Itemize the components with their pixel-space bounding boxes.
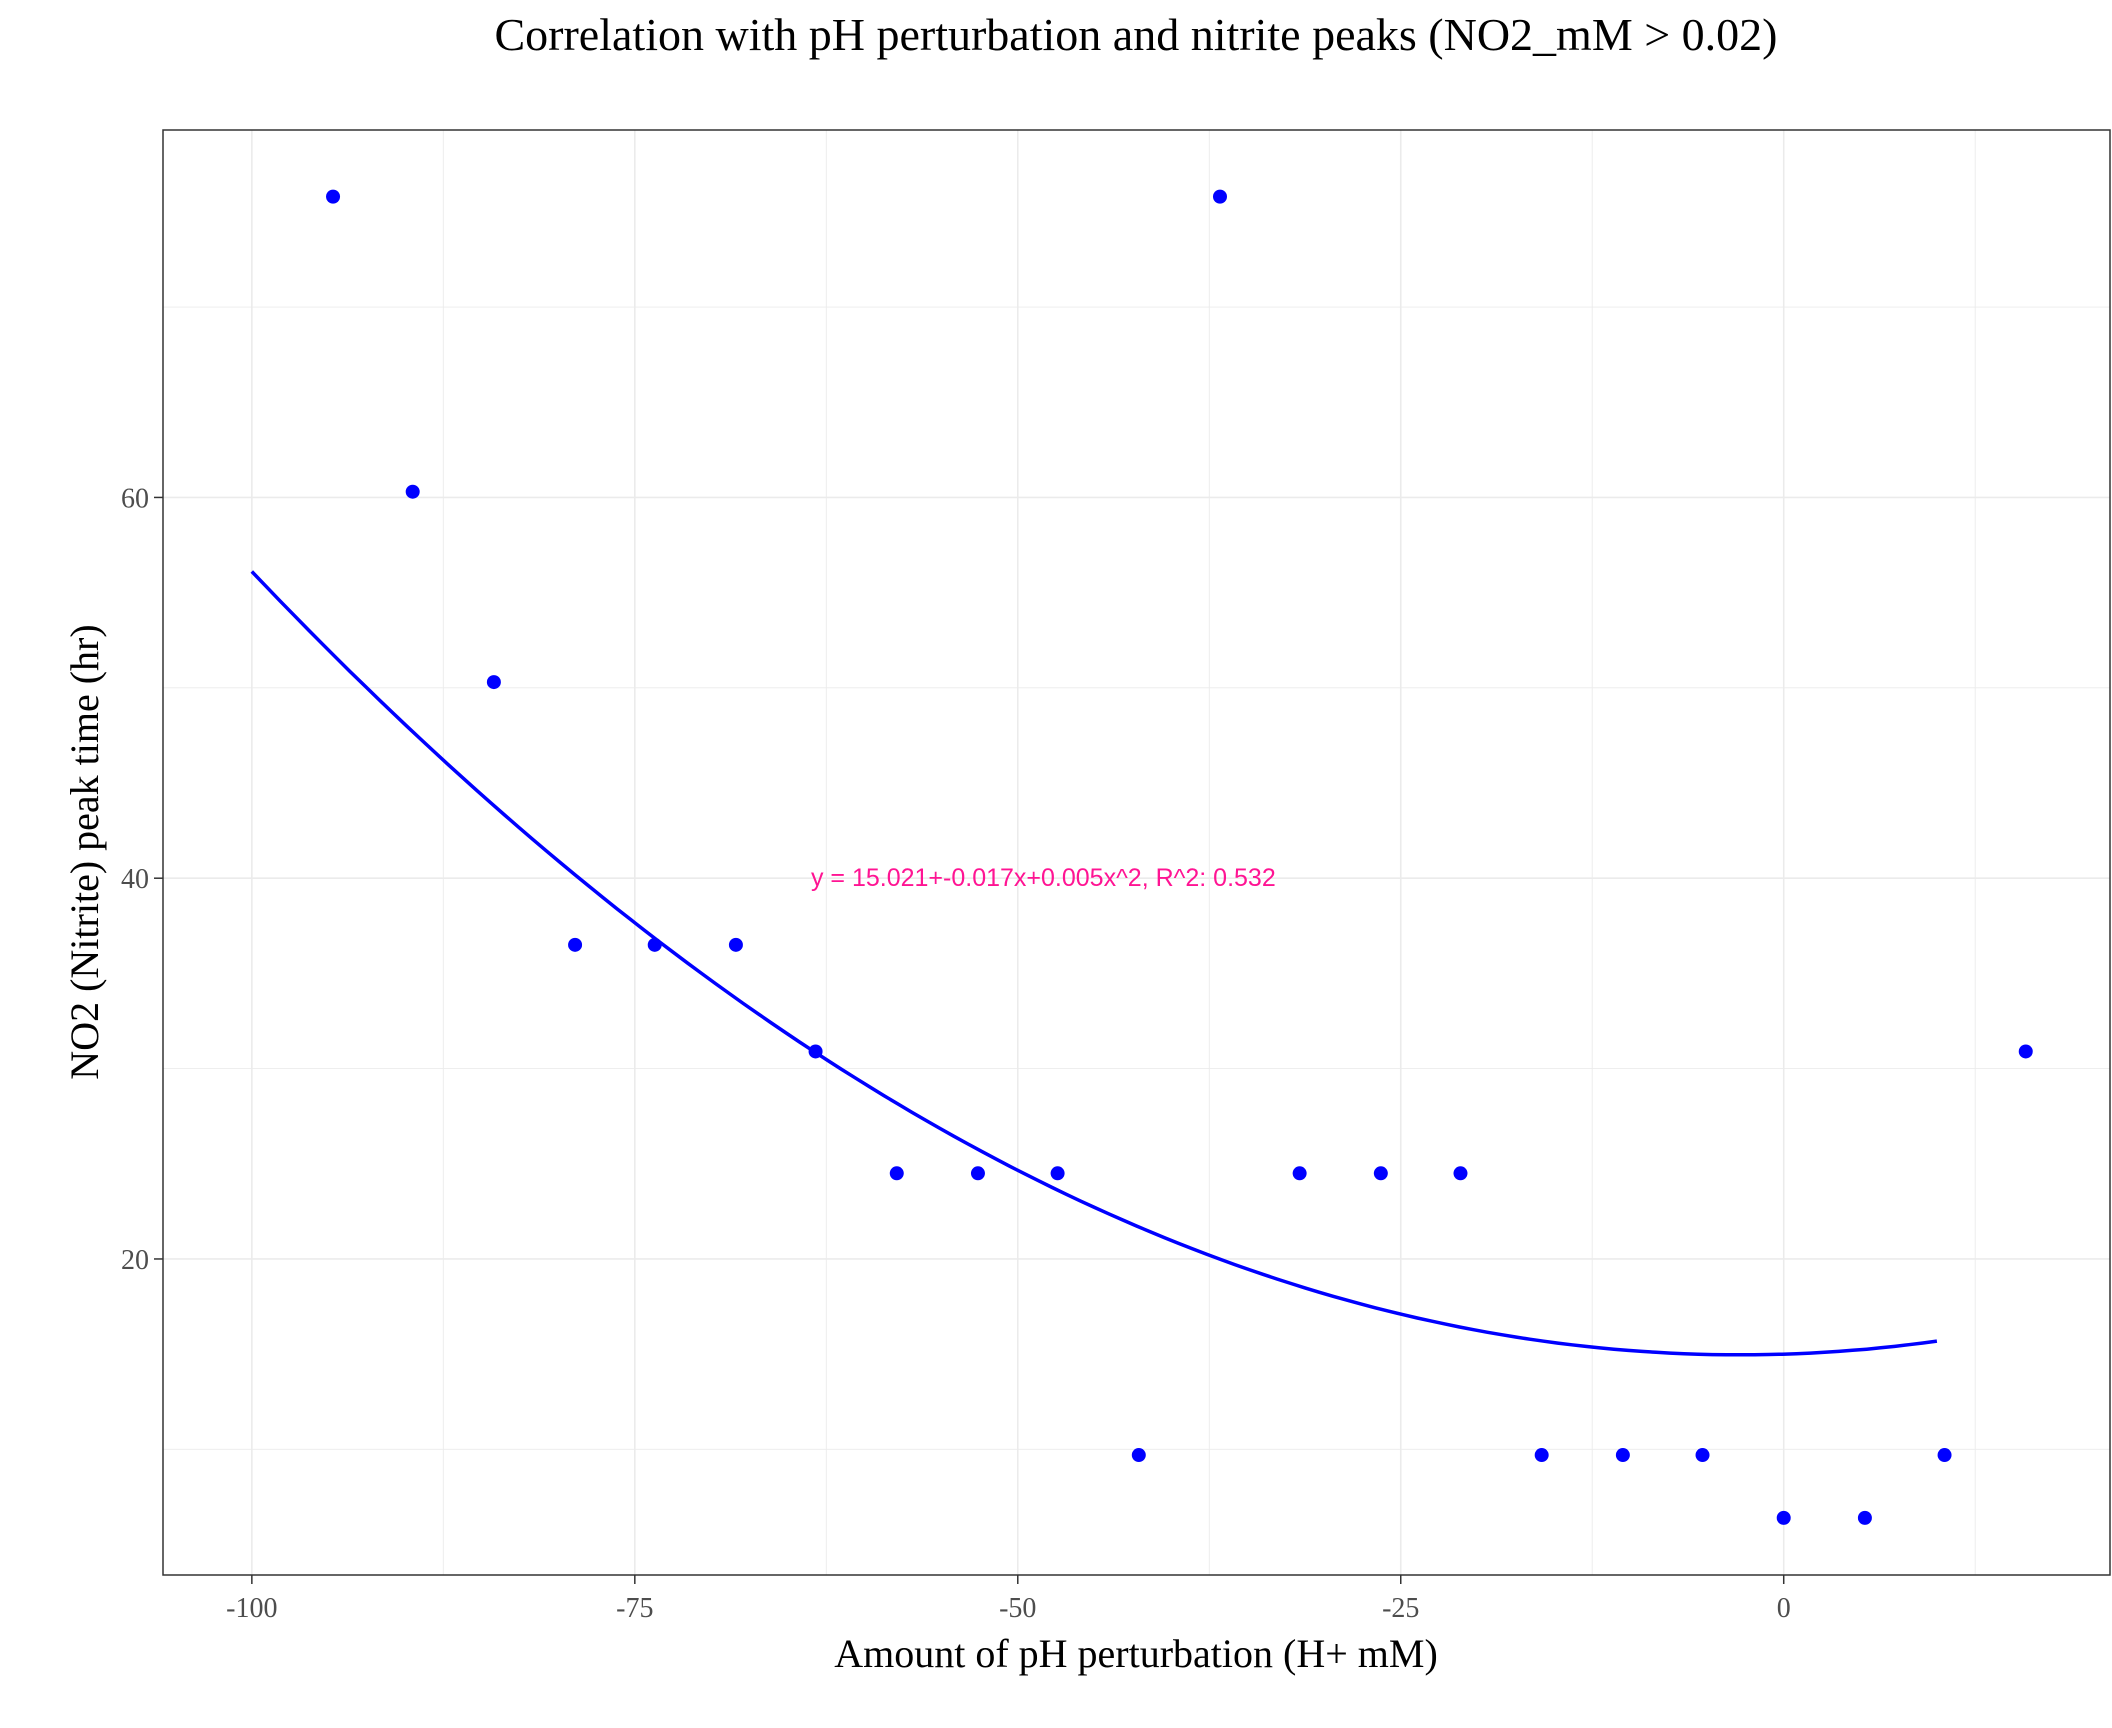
fit-curve-group [250,570,1938,1357]
y-axis: 20 40 60 [121,483,163,1276]
data-point [1212,189,1227,204]
plot-panel-border [162,129,2111,1576]
data-point [1776,1510,1791,1525]
x-tick-label: 0 [1777,1593,1791,1624]
x-tick-label: -25 [1382,1593,1419,1624]
grid [163,130,2110,1575]
data-point [1131,1448,1146,1463]
data-point [970,1166,985,1181]
data-point [889,1166,904,1181]
data-point [728,937,743,952]
data-point [1373,1166,1388,1181]
x-tick-label: -100 [226,1593,277,1624]
data-point [1050,1166,1065,1181]
x-axis: -100 -75 -50 -25 0 [226,1575,1791,1624]
data-point [1695,1448,1710,1463]
data-point [405,484,420,499]
x-axis-label: Amount of pH perturbation (H+ mM) [834,1631,1438,1676]
data-point [808,1044,823,1059]
x-tick-label: -75 [616,1593,653,1624]
data-point [568,937,583,952]
data-point [1615,1448,1630,1463]
data-points [326,189,2033,1525]
data-point [647,937,662,952]
data-point [1534,1448,1549,1463]
x-tick-label: -50 [999,1593,1036,1624]
data-point [1453,1166,1468,1181]
data-point [1292,1166,1307,1181]
data-point [2018,1044,2033,1059]
regression-annotation: y = 15.021+-0.017x+0.005x^2, R^2: 0.532 [811,864,1276,892]
y-tick-label: 40 [121,864,149,895]
data-point [486,675,501,690]
data-point [326,189,341,204]
data-point [1937,1448,1952,1463]
fit-curve [250,570,1938,1357]
y-tick-label: 60 [121,483,149,514]
y-tick-label: 20 [121,1245,149,1276]
data-point [1857,1510,1872,1525]
chart-title: Correlation with pH perturbation and nit… [494,9,1777,60]
y-axis-label: NO2 (Nitrite) peak time (hr) [62,624,107,1079]
